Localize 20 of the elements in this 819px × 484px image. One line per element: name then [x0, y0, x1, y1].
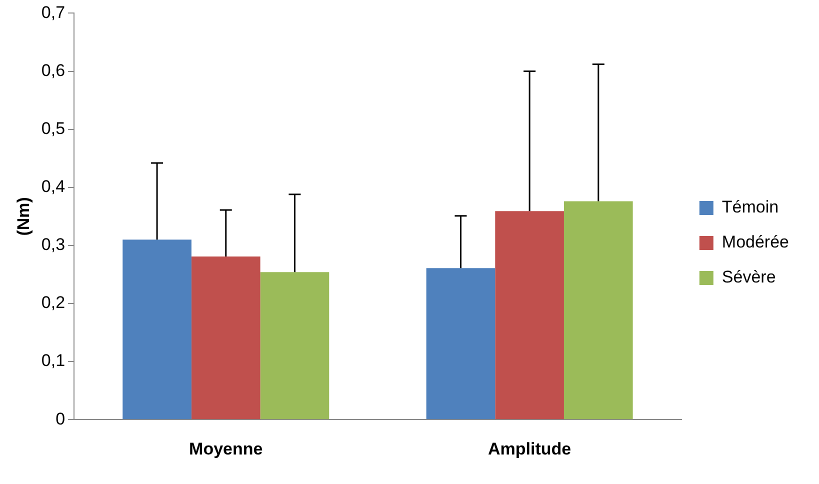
bar	[191, 256, 260, 420]
bar	[122, 240, 192, 420]
y-tick-label: 0,2	[41, 293, 66, 312]
y-tick-label: 0,6	[41, 60, 66, 80]
bar	[564, 201, 633, 420]
y-tick-label: 0	[56, 409, 66, 428]
legend-label: Sévère	[722, 268, 776, 287]
bar	[260, 272, 330, 420]
y-tick-label: 0,3	[41, 235, 66, 254]
x-tick-label: Moyenne	[189, 439, 263, 458]
y-tick-label: 0,1	[41, 351, 66, 370]
legend-label: Modérée	[722, 232, 790, 252]
y-tick-label: 0,5	[41, 119, 66, 138]
legend-label: Témoin	[722, 198, 779, 217]
bar	[426, 268, 496, 420]
y-tick-label: 0,7	[41, 2, 66, 22]
y-axis-title: (Nm)	[14, 197, 33, 236]
y-tick-label: 0,4	[41, 177, 66, 196]
bar	[495, 211, 564, 420]
x-tick-label: Amplitude	[488, 439, 572, 458]
